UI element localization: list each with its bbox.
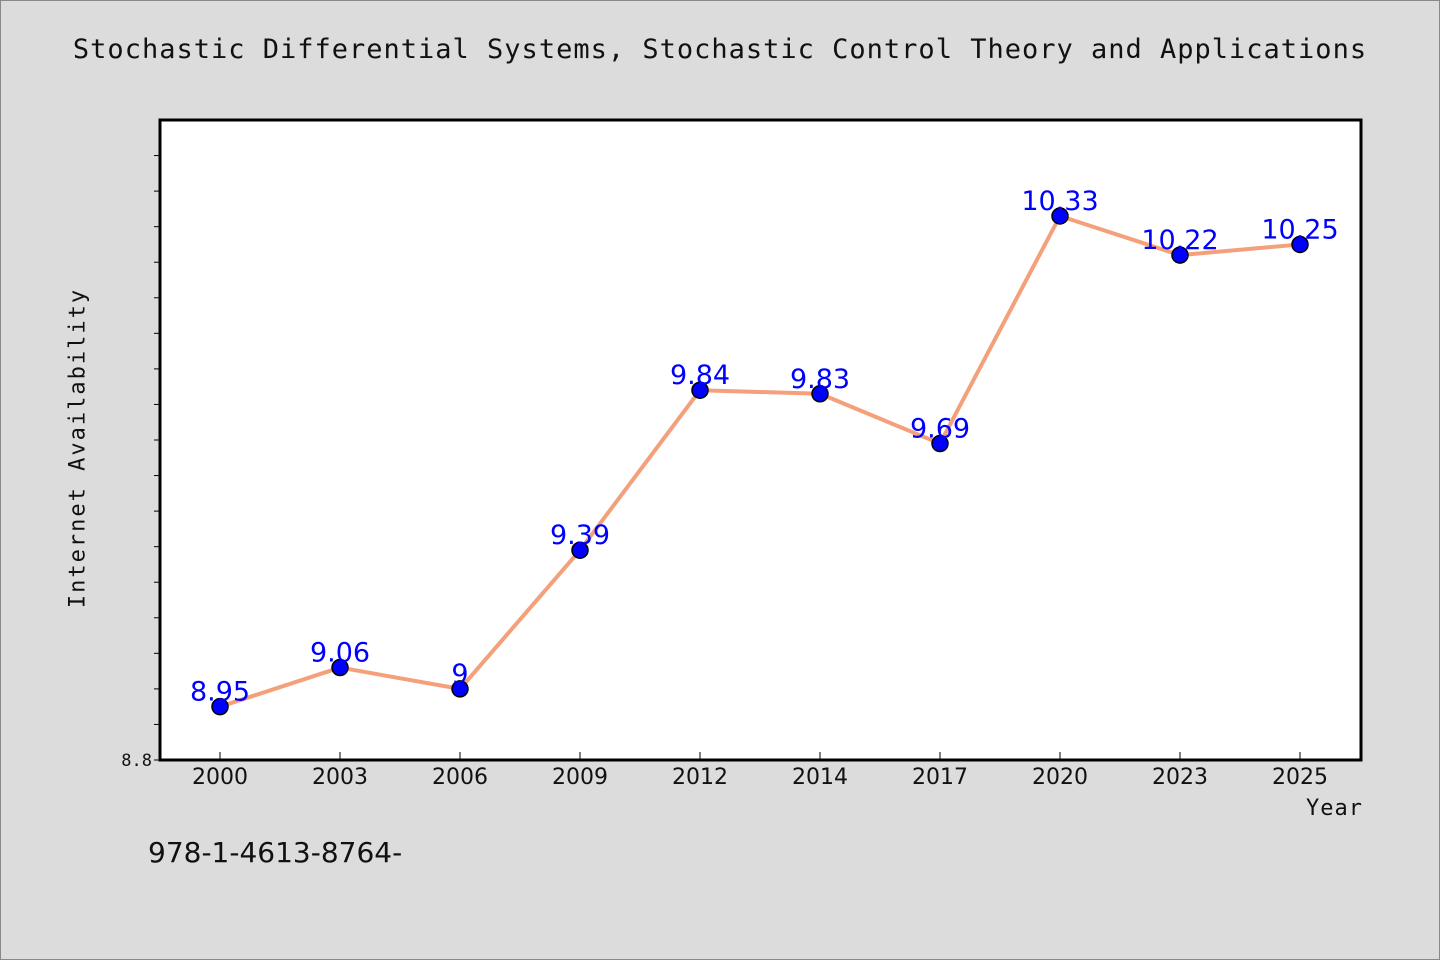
data-label: 9.69 xyxy=(910,414,970,445)
data-point xyxy=(331,658,349,677)
data-point xyxy=(1171,246,1189,264)
data-label: 9.06 xyxy=(310,638,370,669)
data-label: 9.84 xyxy=(670,360,730,391)
plot-area xyxy=(158,118,1363,762)
series-lines xyxy=(219,214,1301,709)
x-tick-label: 2017 xyxy=(912,765,968,790)
data-point xyxy=(691,381,709,399)
data-label: 9.83 xyxy=(790,364,850,395)
x-tick-label: 2006 xyxy=(432,765,488,790)
x-tick-label: 2025 xyxy=(1272,765,1328,790)
x-tick-label: 2014 xyxy=(792,765,848,790)
y-tick-label: 8.8 xyxy=(121,751,152,771)
y-axis-ticks: 8.8 xyxy=(121,155,160,771)
footnote-isbn: 978-1-4613-8764- xyxy=(148,836,403,869)
data-label: 9.39 xyxy=(550,520,610,551)
data-point xyxy=(1291,235,1309,254)
data-label: 10.33 xyxy=(1021,186,1098,217)
data-point xyxy=(811,385,829,403)
x-axis-ticks: 2000 2003 2006 2009 2012 2014 2017 2020 2023 2025 xyxy=(192,752,1328,790)
data-label: 9 xyxy=(451,659,468,690)
data-point xyxy=(451,680,469,698)
data-label: 8.95 xyxy=(190,677,250,708)
x-tick-label: 2000 xyxy=(192,765,248,790)
x-tick-label: 2003 xyxy=(312,765,368,790)
data-label: 10.25 xyxy=(1261,214,1338,245)
data-label: 10.22 xyxy=(1141,225,1218,256)
x-axis-label: Year xyxy=(1306,796,1363,821)
chart-title: Stochastic Differential Systems, Stochas… xyxy=(72,34,1368,65)
x-tick-label: 2009 xyxy=(552,765,608,790)
data-point xyxy=(1051,207,1069,225)
data-point xyxy=(931,434,949,453)
series-line xyxy=(219,214,1301,709)
x-tick-label: 2012 xyxy=(672,765,728,790)
series-points xyxy=(211,207,1309,716)
x-tick-label: 2023 xyxy=(1152,765,1208,790)
data-labels: 8.95 9.06 9 9.39 9.84 9.83 9.69 10.33 10.22 10.25 xyxy=(190,186,1339,708)
data-point xyxy=(571,541,589,559)
x-tick-label: 2020 xyxy=(1032,765,1088,790)
data-point xyxy=(211,697,229,716)
